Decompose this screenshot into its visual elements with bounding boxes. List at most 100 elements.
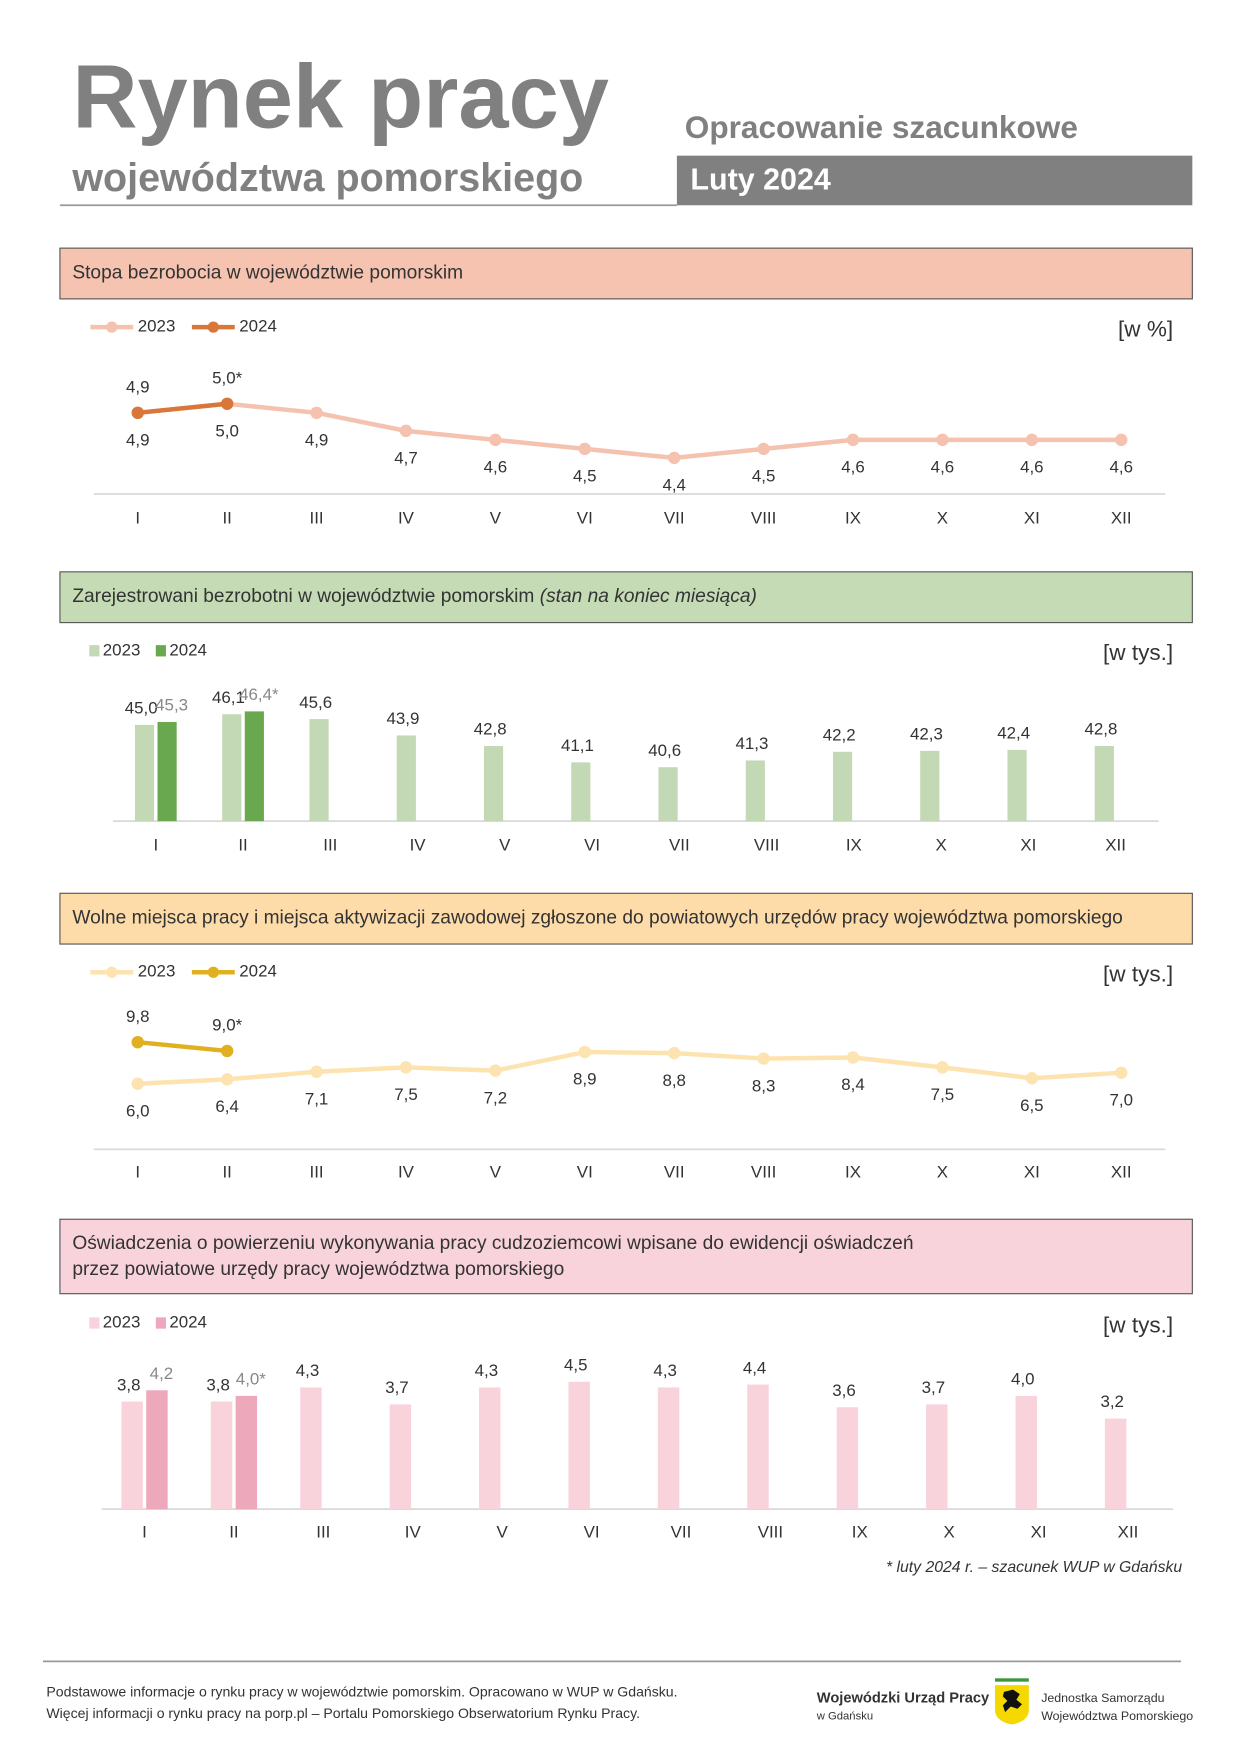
bar	[832, 751, 853, 822]
data-label: 3,7	[385, 1378, 409, 1397]
data-label: 3,6	[832, 1381, 856, 1400]
x-tick-label: VIII	[751, 508, 776, 527]
x-tick-label: IX	[852, 1522, 868, 1541]
point	[131, 1035, 144, 1049]
legend-dot	[207, 321, 219, 333]
point	[310, 406, 323, 420]
bar	[396, 735, 416, 822]
x-tick-label: III	[310, 508, 324, 527]
data-label: 3,8	[117, 1375, 141, 1394]
bar	[657, 1387, 680, 1510]
x-tick-label: VII	[664, 508, 685, 527]
data-label: 3,7	[922, 1378, 946, 1397]
x-tick-label: X	[937, 1162, 948, 1181]
data-label: 42,4	[997, 724, 1030, 743]
data-label: 4,6	[841, 458, 865, 477]
section-title-text: Wolne miejsca pracy i miejsca aktywizacj…	[72, 908, 1123, 929]
data-label: 4,5	[752, 467, 776, 486]
logo-text: Jednostka Samorządu	[1041, 1691, 1164, 1705]
data-label: 4,9	[126, 377, 150, 396]
section-subtitle: (stan na koniec miesiąca)	[540, 586, 757, 607]
x-tick-label: VII	[671, 1522, 692, 1541]
x-tick-label: III	[310, 1162, 324, 1181]
section-box	[59, 571, 1193, 624]
x-tick-label: VIII	[754, 835, 779, 854]
point	[399, 1061, 413, 1074]
x-tick-label: VI	[577, 508, 593, 527]
bar	[235, 1395, 258, 1510]
unit: [w tys.]	[1103, 640, 1173, 665]
data-label: 4,3	[296, 1361, 320, 1380]
x-tick-label: I	[142, 1522, 147, 1541]
data-label: 4,3	[653, 1361, 677, 1380]
legend-dot	[106, 321, 118, 333]
x-tick-label: VI	[577, 1162, 593, 1181]
section-title: Stopa bezrobocia w województwie pomorski…	[72, 263, 463, 284]
x-tick-label: IV	[398, 508, 415, 527]
period-box	[676, 155, 1193, 206]
data-label: 4,9	[305, 430, 329, 449]
point	[757, 1052, 770, 1065]
legend-swatch	[89, 1317, 100, 1329]
bar	[1007, 749, 1027, 822]
bar	[244, 711, 264, 822]
data-label: 8,3	[752, 1076, 776, 1095]
x-tick-label: IV	[410, 835, 427, 854]
bar	[121, 1401, 143, 1510]
data-label: 8,4	[841, 1075, 865, 1094]
legend-label: 2024	[169, 640, 207, 659]
section-title: Zarejestrowani bezrobotni w województwie…	[72, 586, 757, 607]
point	[310, 1065, 323, 1078]
data-label: 7,5	[931, 1085, 955, 1104]
point	[1025, 1072, 1039, 1085]
data-label: 42,3	[910, 725, 943, 744]
line	[137, 1049, 1122, 1086]
x-tick-label: IX	[845, 508, 861, 527]
point	[757, 442, 770, 456]
data-label: 42,8	[474, 720, 507, 739]
x-tick-label: XII	[1105, 835, 1126, 854]
point	[220, 1073, 234, 1086]
data-label: 45,0	[125, 699, 158, 718]
unit: [w %]	[1118, 316, 1173, 341]
section-title: Wolne miejsca pracy i miejsca aktywizacj…	[72, 908, 1123, 929]
bar	[745, 760, 765, 822]
legend-label: 2024	[239, 962, 277, 981]
data-label: 40,6	[648, 741, 681, 760]
section-title-text: Stopa bezrobocia w województwie pomorski…	[72, 263, 463, 284]
bar	[1015, 1395, 1037, 1510]
logo-icon	[994, 1678, 1029, 1725]
bar	[309, 719, 329, 822]
data-label: 42,8	[1084, 720, 1117, 739]
data-label: 3,2	[1100, 1392, 1124, 1411]
data-label: 7,5	[394, 1085, 418, 1104]
x-tick-label: V	[499, 835, 511, 854]
bar	[836, 1407, 859, 1510]
point	[936, 433, 949, 447]
point	[668, 1046, 681, 1060]
point	[131, 1077, 144, 1090]
data-label: 3,8	[206, 1375, 230, 1394]
bar	[479, 1387, 501, 1510]
x-tick-label: IV	[405, 1522, 422, 1541]
data-label: 6,4	[215, 1097, 239, 1116]
section-title: Oświadczenia o powierzeniu wykonywania p…	[72, 1233, 913, 1254]
legend-dot	[207, 966, 219, 978]
x-tick-label: VI	[584, 835, 600, 854]
subtitle: województwa pomorskiego	[71, 156, 583, 200]
data-label: 4,6	[1109, 458, 1133, 477]
point	[1115, 433, 1128, 447]
x-tick-label: I	[135, 1162, 140, 1181]
bar	[1094, 746, 1114, 822]
point	[489, 433, 502, 447]
data-label: 9,8	[126, 1007, 150, 1026]
data-label: 6,5	[1020, 1096, 1044, 1115]
x-tick-label: VII	[664, 1162, 685, 1181]
data-label: 7,2	[484, 1088, 508, 1107]
data-label: 7,0	[1109, 1090, 1133, 1109]
data-label: 4,0	[1011, 1370, 1035, 1389]
data-label: 4,4	[662, 476, 686, 495]
legend-label: 2023	[138, 962, 176, 981]
data-label: 42,2	[823, 725, 856, 744]
point	[578, 1045, 592, 1059]
